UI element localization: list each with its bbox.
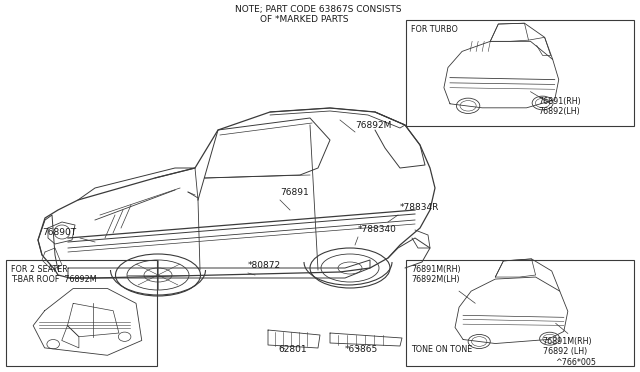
Text: FOR 2 SEATER: FOR 2 SEATER xyxy=(12,265,68,275)
Text: 76891M(RH): 76891M(RH) xyxy=(543,337,593,346)
Text: *788340: *788340 xyxy=(358,225,397,234)
Text: 76890T: 76890T xyxy=(42,228,76,237)
Text: NOTE; PART CODE 63867S CONSISTS: NOTE; PART CODE 63867S CONSISTS xyxy=(235,5,401,14)
Text: 76892(LH): 76892(LH) xyxy=(538,108,580,116)
Text: 76891(RH): 76891(RH) xyxy=(538,97,581,106)
Text: 76892 (LH): 76892 (LH) xyxy=(543,347,587,356)
Text: ^766*005: ^766*005 xyxy=(555,358,596,367)
Bar xyxy=(406,20,634,126)
Text: *78834R: *78834R xyxy=(400,203,440,212)
Text: TONE ON TONE: TONE ON TONE xyxy=(412,346,473,355)
Text: OF *MARKED PARTS: OF *MARKED PARTS xyxy=(260,15,349,24)
Bar xyxy=(6,260,157,366)
Text: *80872: *80872 xyxy=(248,261,281,270)
Text: 62801: 62801 xyxy=(278,345,307,354)
Text: 76891M(RH): 76891M(RH) xyxy=(412,265,461,275)
Text: FOR TURBO: FOR TURBO xyxy=(412,25,458,35)
Text: T-BAR ROOF  76892M: T-BAR ROOF 76892M xyxy=(12,275,97,285)
Text: *63865: *63865 xyxy=(345,345,378,354)
Text: 76892M(LH): 76892M(LH) xyxy=(412,275,460,285)
Bar xyxy=(406,260,634,366)
Text: 76892M: 76892M xyxy=(355,121,392,130)
Text: 76891: 76891 xyxy=(280,188,308,197)
